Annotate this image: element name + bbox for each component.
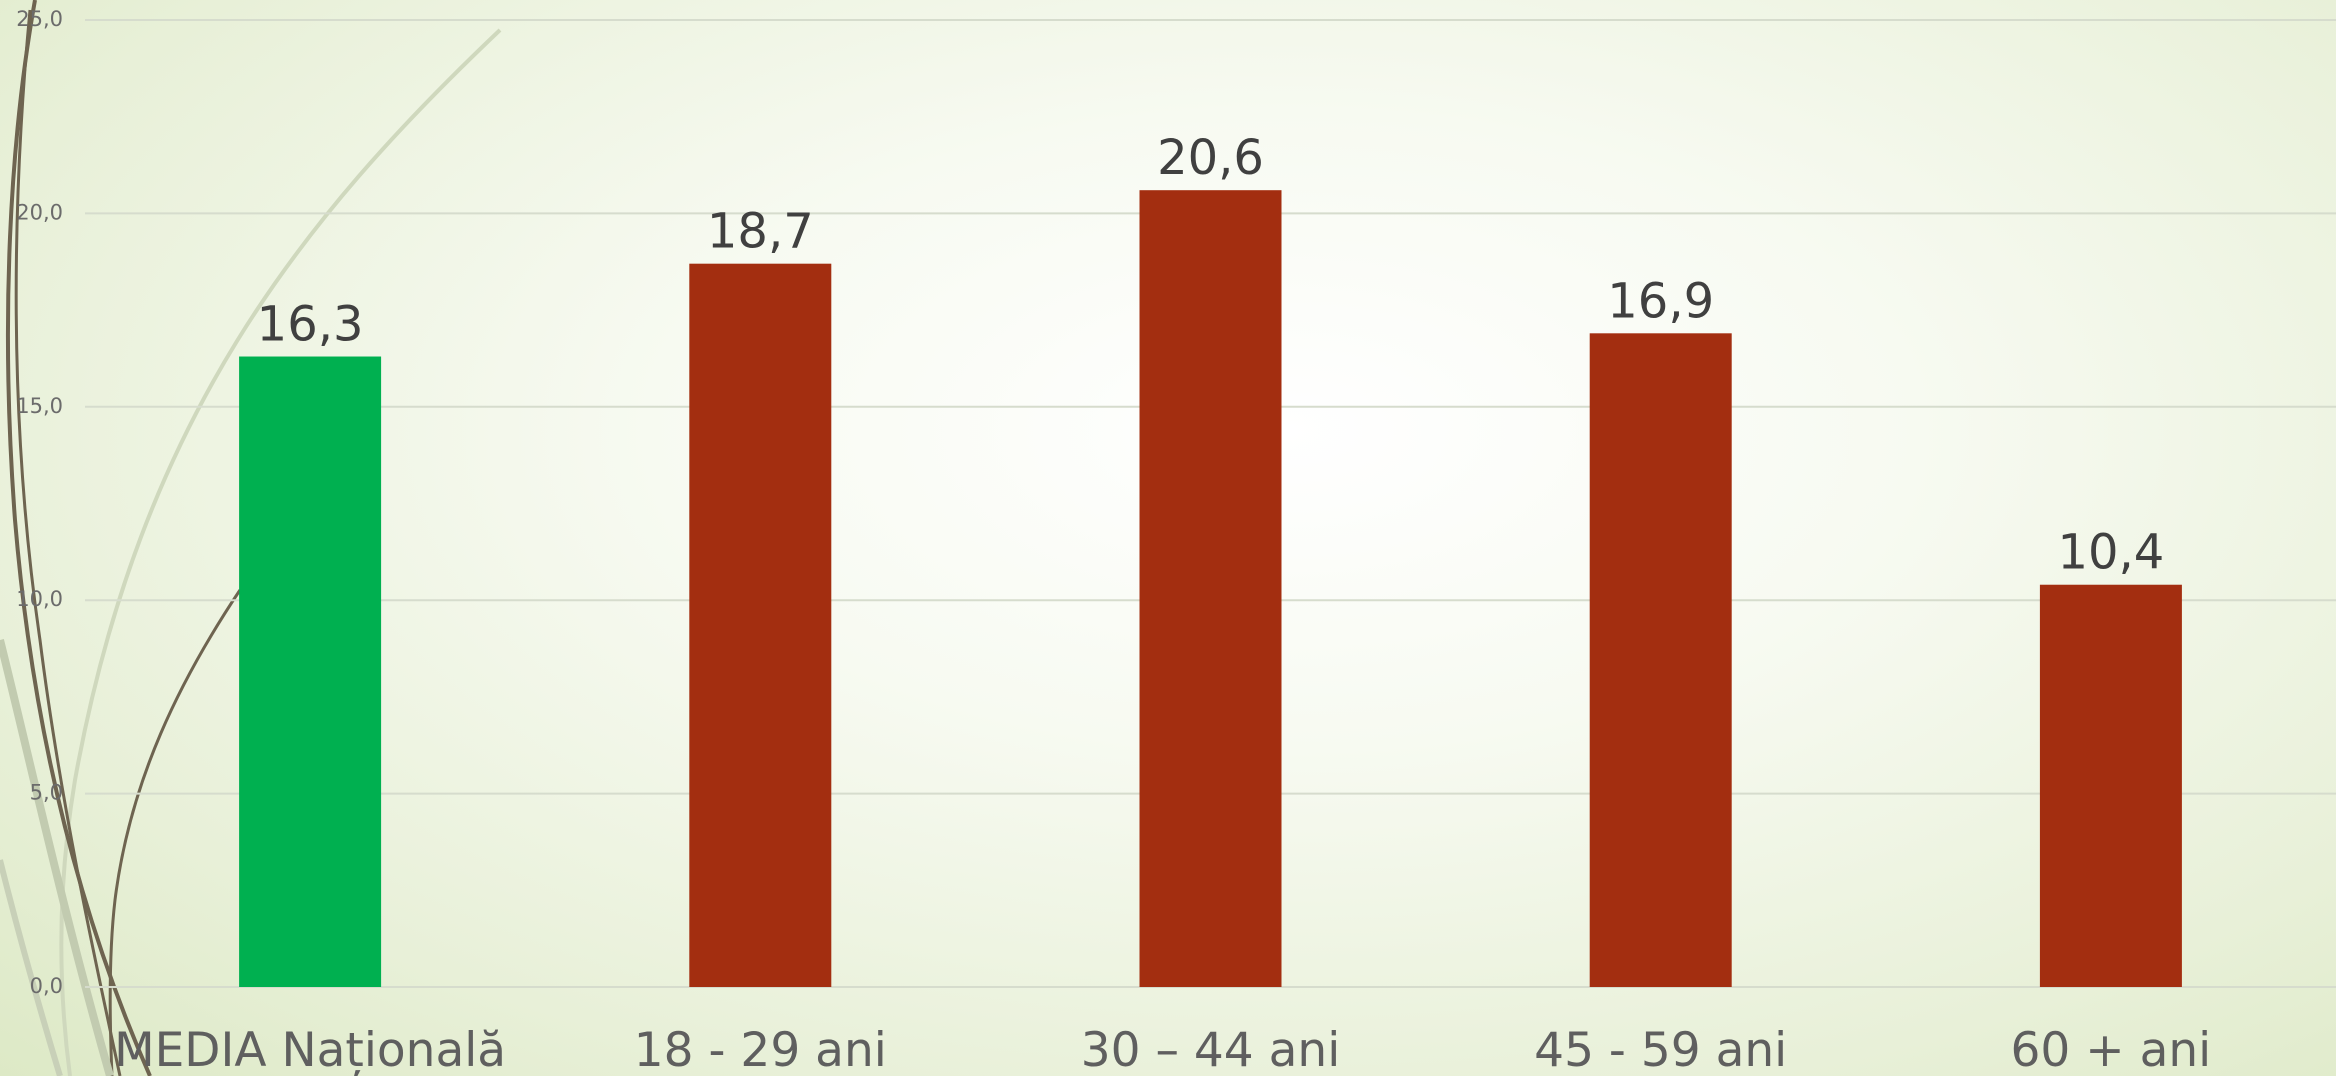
bar xyxy=(2039,584,2182,987)
data-label: 16,9 xyxy=(1607,273,1714,329)
data-label: 18,7 xyxy=(707,204,814,260)
data-label: 10,4 xyxy=(2057,525,2164,581)
y-axis-ticks: 0,0 5,0 10,0 15,0 20,0 25,0 xyxy=(16,7,63,998)
bars xyxy=(239,190,2182,988)
bar xyxy=(239,356,382,987)
y-tick-label: 20,0 xyxy=(16,200,63,224)
data-labels: 16,3 18,7 20,6 16,9 10,4 xyxy=(257,130,2165,581)
category-labels: MEDIA Națională 18 - 29 ani 30 – 44 ani 45 … xyxy=(114,1023,2211,1076)
category-label: 30 – 44 ani xyxy=(1081,1023,1341,1076)
y-tick-label: 10,0 xyxy=(16,587,63,611)
y-tick-label: 15,0 xyxy=(16,394,63,418)
decorative-swirls xyxy=(0,0,502,1076)
category-label: 45 - 59 ani xyxy=(1534,1023,1787,1076)
bar xyxy=(1589,333,1732,988)
category-label: 60 + ani xyxy=(2011,1023,2212,1076)
data-label: 16,3 xyxy=(257,297,364,353)
y-tick-label: 25,0 xyxy=(16,7,63,31)
y-tick-label: 0,0 xyxy=(30,974,63,998)
bar xyxy=(689,263,832,988)
data-label: 20,6 xyxy=(1157,130,1264,186)
category-label: 18 - 29 ani xyxy=(634,1023,887,1076)
y-tick-label: 5,0 xyxy=(30,781,63,805)
bar xyxy=(1139,190,1282,987)
category-label: MEDIA Națională xyxy=(114,1023,506,1076)
